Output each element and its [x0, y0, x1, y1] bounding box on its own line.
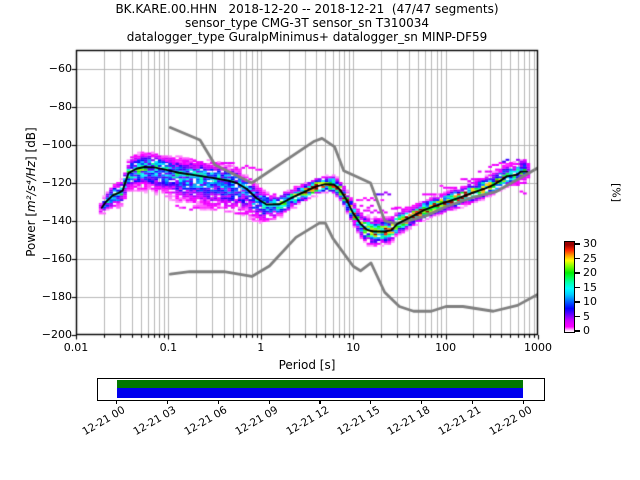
x-tick-label: 1000: [524, 341, 552, 354]
y-tick-label: −60: [48, 62, 72, 75]
x-tick-label: 100: [435, 341, 457, 354]
plot-title-line2: sensor_type CMG-3T sensor_sn T310034: [184, 16, 430, 30]
colorbar-tick: [575, 330, 580, 332]
colorbar-tick-label: 15: [583, 280, 597, 294]
y-tick-label: −140: [41, 214, 72, 227]
x-tick-label: 10: [346, 341, 361, 354]
timeline-tick: [319, 400, 321, 404]
colorbar-label: [%]: [609, 182, 623, 203]
timeline-data-strip: [117, 387, 523, 398]
timeline-tick: [116, 400, 118, 404]
timeline-tick: [370, 400, 372, 404]
colorbar-gradient: [564, 241, 575, 333]
colorbar-tick-label: 5: [583, 309, 590, 323]
colorbar-tick-label: 25: [583, 251, 597, 265]
colorbar-tick: [575, 257, 580, 260]
timeline-tick: [421, 400, 423, 404]
y-tick-label: −80: [48, 100, 72, 113]
timeline-tick: [268, 400, 270, 404]
colorbar-tick-label: 30: [583, 237, 597, 250]
y-tick-label: −180: [41, 290, 72, 303]
colorbar-tick-label: 0: [583, 324, 590, 337]
colorbar-tick: [575, 243, 580, 245]
timeline-tick: [166, 400, 169, 404]
colorbar-tick: [575, 301, 580, 303]
y-tick-label: −160: [41, 252, 72, 265]
colorbar-tick: [575, 272, 580, 274]
colorbar-tick: [575, 315, 580, 318]
colorbar-tick: [575, 286, 580, 289]
timeline-used-strip: [117, 380, 523, 388]
timeline-tick: [522, 400, 524, 404]
y-tick-label: −120: [41, 176, 72, 189]
colorbar-tick-label: 10: [583, 295, 597, 308]
colorbar-tick-label: 20: [583, 266, 597, 279]
y-tick-label: −100: [41, 138, 72, 151]
plot-title-line3: datalogger_type GuralpMinimus+ datalogge…: [126, 30, 488, 44]
x-tick-label: 1: [257, 341, 265, 354]
plot-title-line1: BK.KARE.00.HHN 2018-12-20 -- 2018-12-21 …: [115, 2, 499, 16]
y-tick-label: −200: [41, 328, 72, 341]
timeline-tick: [471, 400, 474, 404]
x-tick-label: 0.01: [63, 341, 89, 354]
timeline-tick: [217, 400, 219, 404]
x-tick-label: 0.1: [159, 341, 178, 354]
x-axis-label: Period [s]: [278, 358, 336, 372]
